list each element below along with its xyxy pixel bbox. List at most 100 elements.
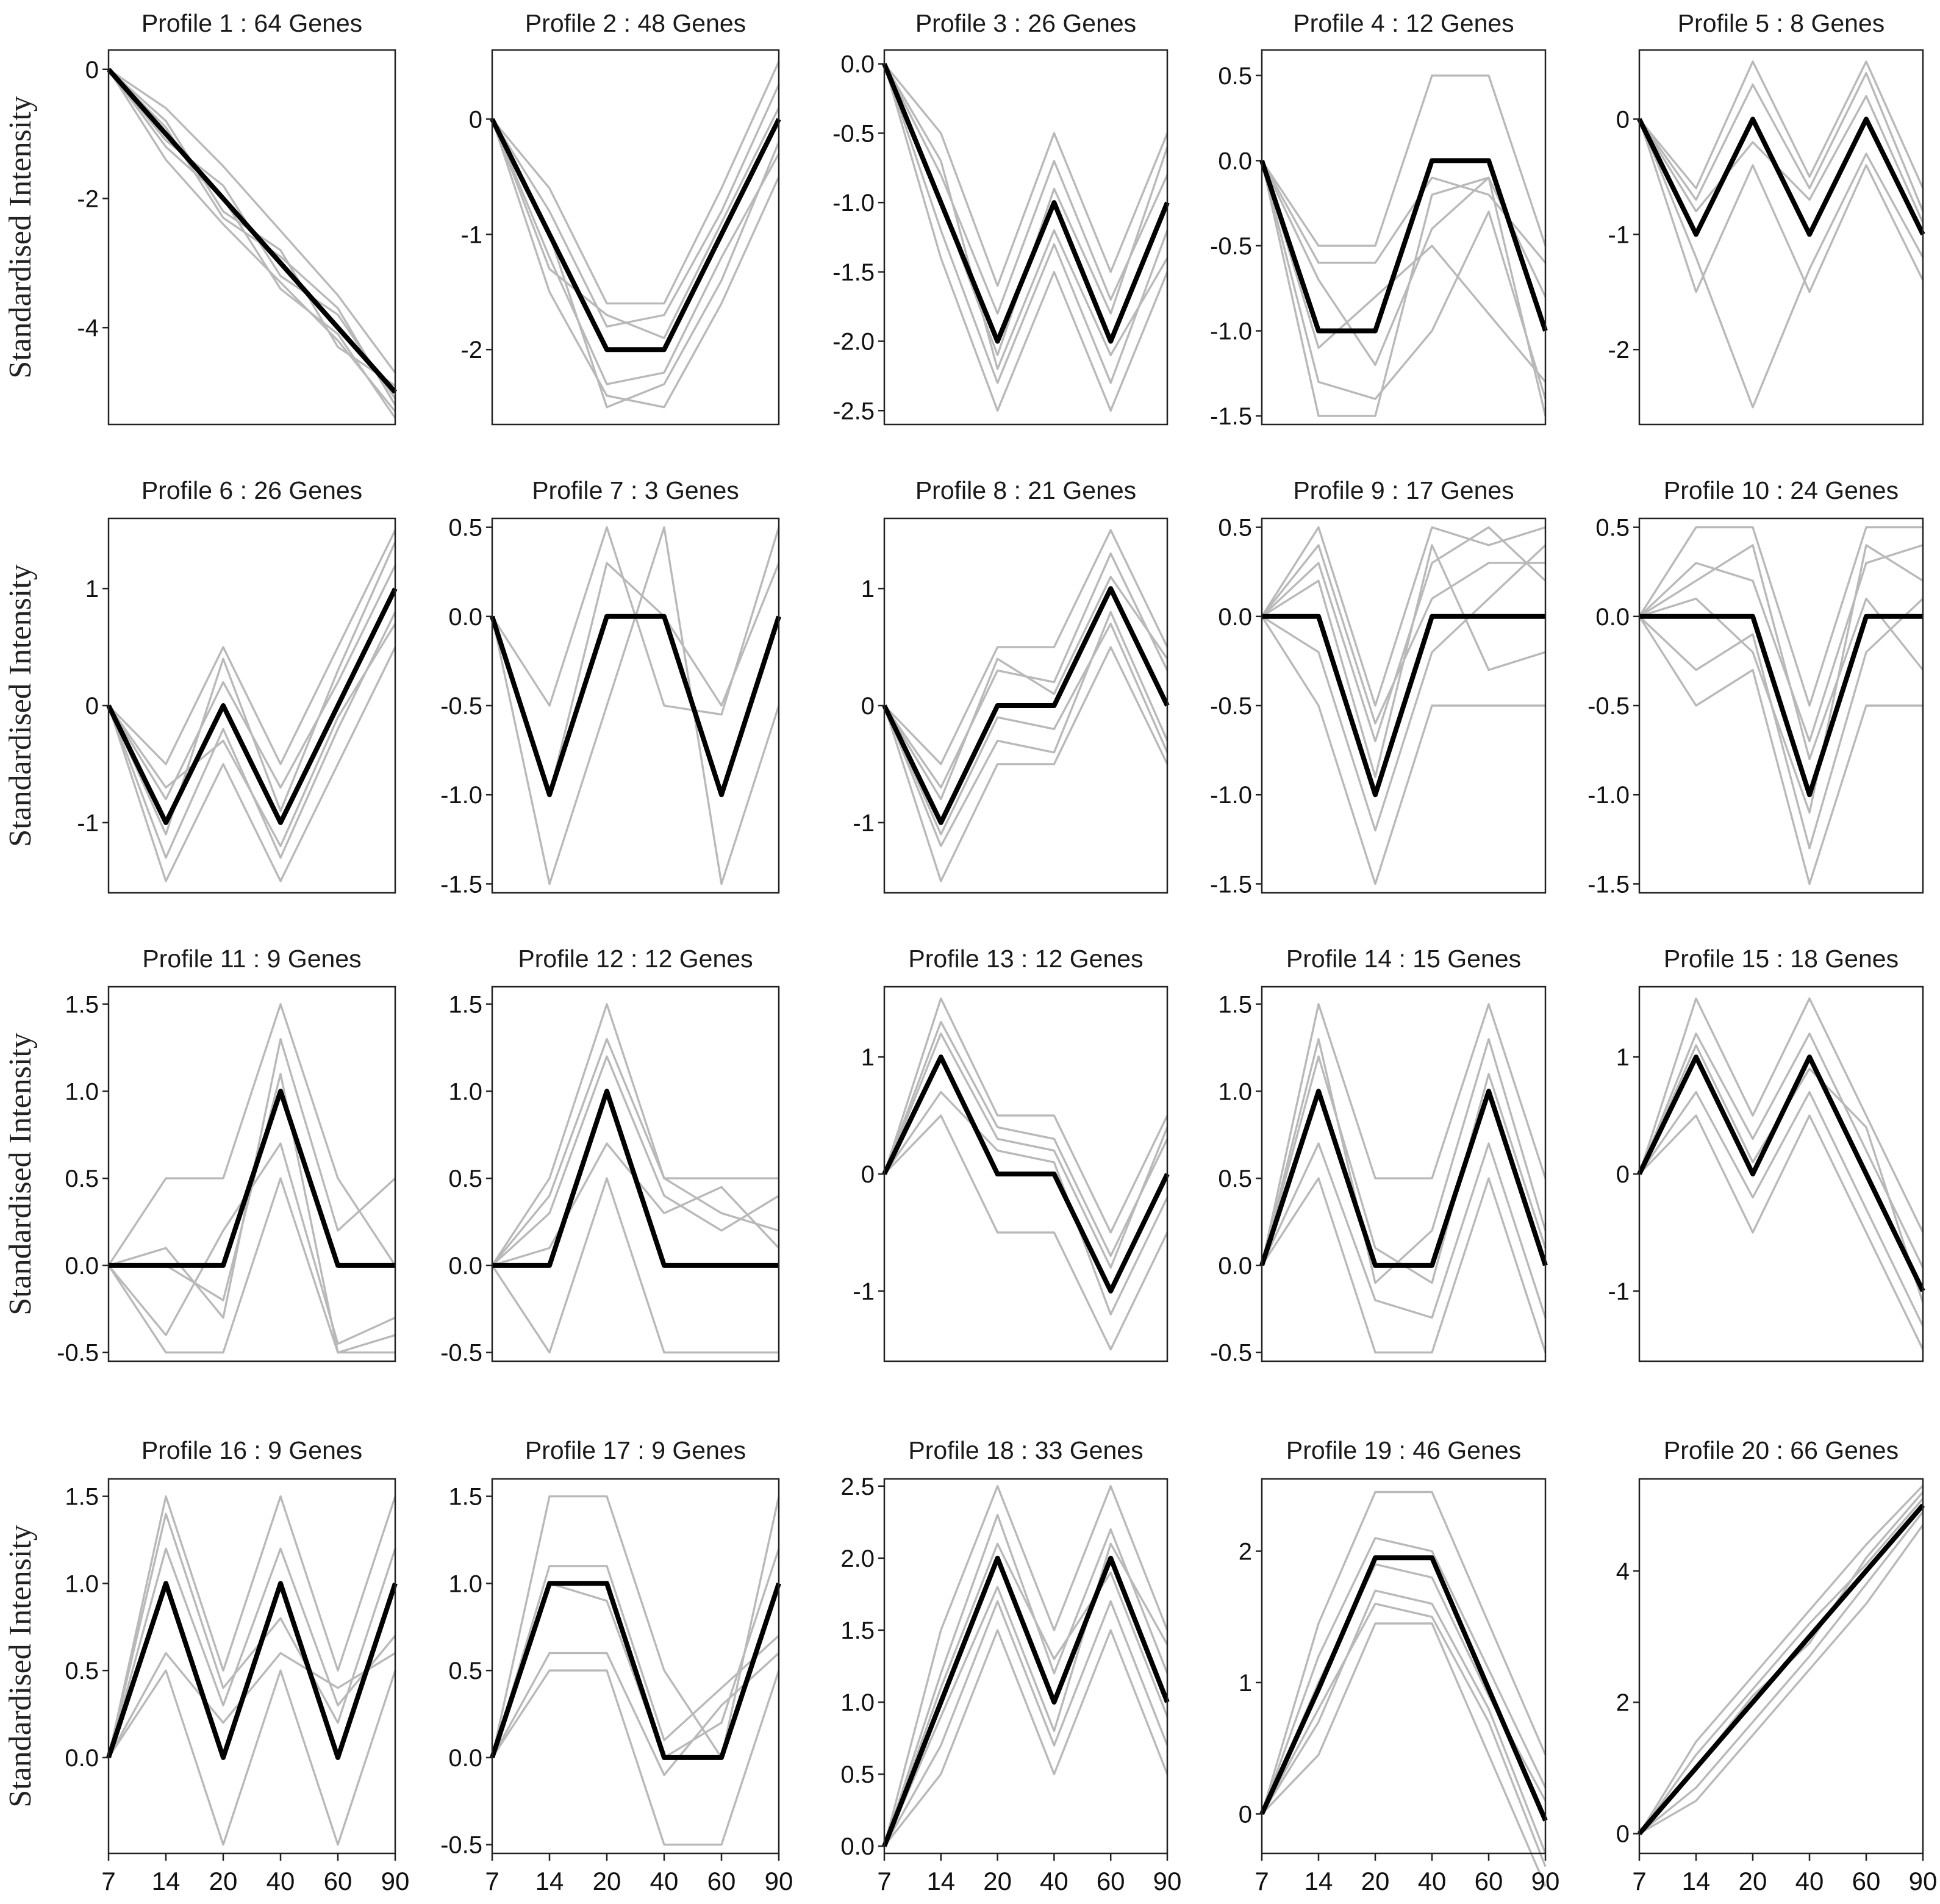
x-tick-label: 40 (267, 1867, 295, 1895)
panel-title: Profile 12 : 12 Genes (518, 945, 753, 973)
y-tick-label: 2.0 (840, 1545, 875, 1572)
gene-line (883, 1485, 1169, 1847)
gene-line (1638, 1511, 1924, 1835)
y-tick-label: 0.0 (65, 1253, 99, 1279)
y-tick-label: 0 (861, 1161, 875, 1188)
panel-title: Profile 17 : 9 Genes (525, 1436, 746, 1464)
panel-frame (107, 1478, 396, 1855)
gene-line (107, 1495, 396, 1758)
y-tick-label: 0.0 (840, 51, 875, 78)
profile-panel-9: Profile 9 : 17 Genes 0.5 0.0 -0.5 -1.0 -1.5 (1210, 476, 1547, 898)
gene-line (883, 1629, 1169, 1847)
model-profile-line (107, 68, 397, 394)
y-tick-label: 1 (1239, 1670, 1252, 1697)
gene-line (883, 1114, 1169, 1351)
gene-line (1261, 160, 1547, 366)
x-tick-label: 90 (1531, 1867, 1560, 1895)
x-tick-label: 20 (593, 1867, 621, 1895)
x-tick-label: 14 (1682, 1867, 1711, 1895)
model-profile-line (490, 614, 781, 798)
panel-title: Profile 1 : 64 Genes (141, 9, 362, 37)
gene-line (491, 1177, 779, 1354)
model-profile-line (1639, 614, 1923, 798)
gene-line (491, 526, 780, 716)
profile-panel-14: Profile 14 : 15 Genes 1.5 1.0 0.5 0.0 -0.5 (1210, 945, 1548, 1367)
x-tick-label: 60 (1097, 1867, 1125, 1895)
y-tick-label: 0.0 (448, 604, 482, 631)
x-tick-label: 40 (1795, 1867, 1824, 1895)
y-tick-label: -1 (1608, 1278, 1630, 1305)
gene-line (107, 541, 396, 836)
gene-line (492, 1142, 780, 1267)
y-tick-label: -1 (1608, 221, 1630, 248)
x-tick-label: 14 (535, 1867, 564, 1895)
y-tick-label: 0.5 (448, 515, 482, 542)
y-tick-label: 0 (1616, 106, 1630, 133)
gene-line (1261, 74, 1547, 247)
gene-line (491, 118, 780, 385)
panel-frame (491, 1478, 780, 1855)
y-tick-label: 0.5 (1218, 1165, 1252, 1192)
y-tick-label: 1.0 (448, 1078, 482, 1105)
model-profile-line (1259, 158, 1548, 334)
y-tick-label: -1.0 (1210, 782, 1252, 809)
gene-line (1638, 60, 1924, 190)
gene-line (491, 1003, 779, 1266)
gene-line (1638, 72, 1924, 212)
gene-line (1638, 1114, 1924, 1350)
x-tick-label: 60 (324, 1867, 353, 1895)
gene-line (1639, 544, 1924, 814)
gene-line (1261, 1491, 1547, 1814)
model-profile-line (1262, 614, 1545, 798)
y-tick-label: 0 (85, 693, 99, 720)
y-tick-label: -1 (853, 1278, 875, 1305)
model-profile-line (882, 1555, 1170, 1847)
gene-line (107, 1512, 396, 1758)
y-tick-label: 0.0 (1218, 604, 1252, 631)
gene-line (883, 610, 1169, 848)
gene-line (1638, 997, 1924, 1233)
gene-line (1261, 1537, 1547, 1814)
panel-title: Profile 11 : 9 Genes (142, 945, 361, 973)
gene-line (1638, 1498, 1924, 1834)
x-tick-label: 40 (1418, 1867, 1447, 1895)
gene-line (491, 118, 780, 409)
gene-line (491, 107, 780, 339)
gene-line (1638, 526, 1923, 707)
gene-line (1261, 615, 1545, 886)
profile-panel-5: Profile 5 : 8 Genes 0 -1 -2 (1608, 9, 1925, 426)
gene-line (1261, 526, 1546, 707)
y-tick-label: -4 (77, 315, 99, 342)
y-tick-label: 1 (85, 576, 99, 603)
y-tick-label: 1.5 (65, 992, 99, 1018)
y-tick-label: 1.5 (840, 1617, 875, 1644)
profile-panel-1: Profile 1 : 64 Genes 0 -2 -4 Standardised In… (3, 9, 397, 426)
panel-title: Profile 7 : 3 Genes (532, 476, 739, 504)
y-tick-label: -1.5 (1210, 403, 1252, 430)
model-profile-line (882, 63, 1170, 344)
gene-line (1638, 1033, 1924, 1269)
panel-frame (1261, 49, 1547, 426)
x-tick-label: 7 (1255, 1867, 1269, 1895)
panel-title: Profile 8 : 21 Genes (915, 476, 1136, 504)
gene-line (1638, 95, 1924, 224)
y-tick-label: 0.0 (1218, 148, 1252, 174)
y-tick-label: -2.5 (832, 398, 875, 424)
profile-panel-13: Profile 13 : 12 Genes 1 0 -1 (853, 945, 1170, 1362)
gene-line (883, 1090, 1169, 1316)
panel-title: Profile 3 : 26 Genes (915, 9, 1136, 37)
model-profile-line (106, 587, 398, 825)
y-tick-label: -0.5 (440, 1832, 482, 1859)
x-tick-label: 60 (1852, 1867, 1881, 1895)
y-tick-label: 0.0 (448, 1253, 482, 1279)
y-tick-label: 0 (1239, 1801, 1252, 1828)
gene-line (107, 646, 396, 882)
panel-frame (107, 49, 396, 426)
gene-line (883, 1033, 1169, 1269)
x-tick-label: 60 (707, 1867, 736, 1895)
y-tick-label: -1.0 (1587, 782, 1630, 809)
gene-line (883, 63, 1169, 315)
gene-line (1261, 160, 1547, 264)
y-tick-label: 1.0 (448, 1570, 482, 1597)
model-profile-line (106, 1581, 398, 1760)
